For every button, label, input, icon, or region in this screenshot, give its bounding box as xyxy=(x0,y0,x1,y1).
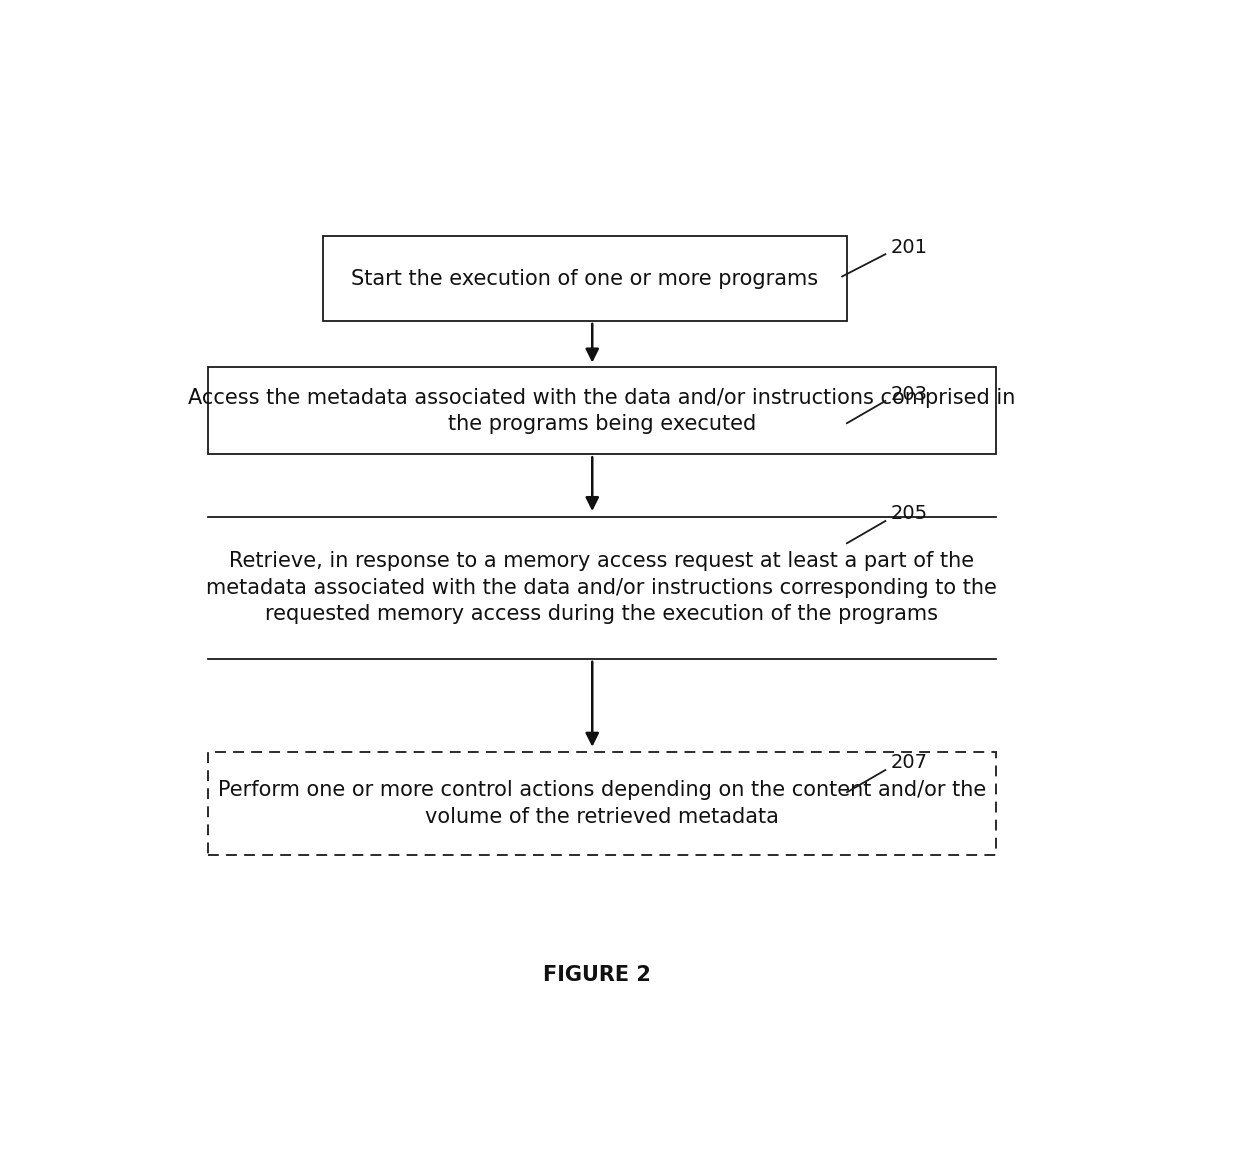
Bar xyxy=(208,752,996,855)
Text: 207: 207 xyxy=(890,753,928,773)
Bar xyxy=(324,237,847,321)
Text: Perform one or more control actions depending on the content and/or the
volume o: Perform one or more control actions depe… xyxy=(218,780,986,827)
Text: 203: 203 xyxy=(890,386,928,404)
Text: Retrieve, in response to a memory access request at least a part of the
metadata: Retrieve, in response to a memory access… xyxy=(206,551,997,624)
Text: Access the metadata associated with the data and/or instructions comprised in
th: Access the metadata associated with the … xyxy=(188,388,1016,434)
Bar xyxy=(208,367,996,454)
Text: 205: 205 xyxy=(890,505,928,523)
Text: Start the execution of one or more programs: Start the execution of one or more progr… xyxy=(351,269,818,289)
Text: FIGURE 2: FIGURE 2 xyxy=(543,964,651,984)
Text: 201: 201 xyxy=(890,238,928,256)
